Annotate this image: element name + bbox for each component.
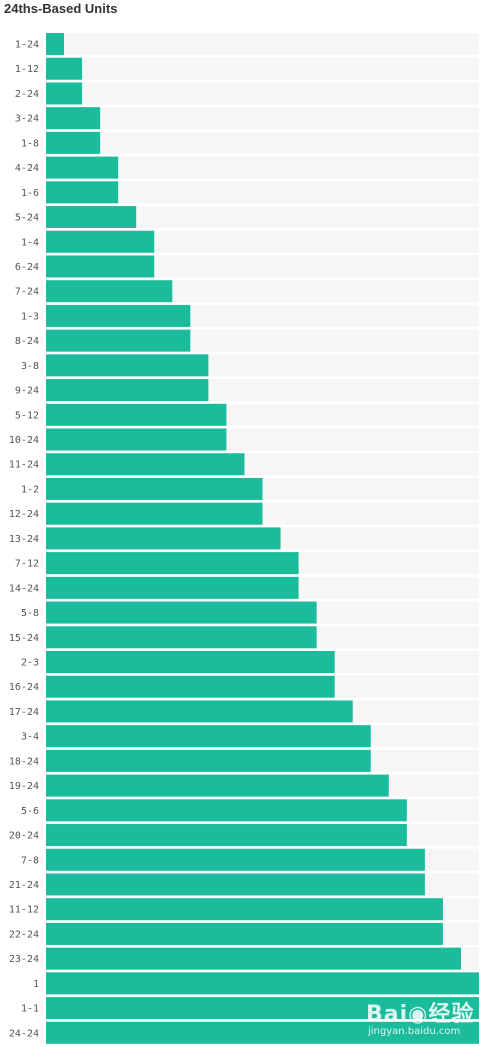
category-label: 7-12 xyxy=(15,559,39,570)
bar-5-12 xyxy=(46,403,227,426)
bar-3-8 xyxy=(46,354,209,377)
category-label: 4-24 xyxy=(15,163,39,174)
category-label: 1-2 xyxy=(21,484,39,495)
bar-4-24 xyxy=(46,156,119,179)
bar-track xyxy=(46,82,479,105)
bar-16-24 xyxy=(46,675,335,698)
bar-1-6 xyxy=(46,181,119,204)
category-label: 18-24 xyxy=(9,756,39,767)
category-label: 15-24 xyxy=(9,633,39,644)
bar-1-24 xyxy=(46,33,65,55)
bar-1-4 xyxy=(46,230,155,253)
bar-6-24 xyxy=(46,255,155,278)
category-label: 7-24 xyxy=(15,287,39,298)
category-label: 22-24 xyxy=(9,929,39,940)
category-label: 20-24 xyxy=(9,831,39,842)
category-label: 3-4 xyxy=(21,732,39,743)
bar-24-24 xyxy=(46,1021,479,1044)
category-label: 21-24 xyxy=(9,880,39,891)
category-label: 24-24 xyxy=(9,1028,39,1039)
bar-19-24 xyxy=(46,774,389,797)
bar-1-12 xyxy=(46,57,83,80)
bar-track xyxy=(46,181,479,204)
bar-7-24 xyxy=(46,280,173,303)
category-label: 5-8 xyxy=(21,608,39,619)
bar-track xyxy=(46,57,479,80)
bar-11-12 xyxy=(46,898,443,921)
category-label: 10-24 xyxy=(9,435,39,446)
bar-5-6 xyxy=(46,799,407,822)
category-label: 11-24 xyxy=(9,460,39,471)
category-label: 1-3 xyxy=(21,311,39,322)
category-label: 12-24 xyxy=(9,509,39,520)
category-label: 14-24 xyxy=(9,583,39,594)
category-label: 6-24 xyxy=(15,262,39,273)
bar-track xyxy=(46,33,479,55)
category-label: 1 xyxy=(33,979,39,990)
bar-22-24 xyxy=(46,922,443,945)
category-label: 1-6 xyxy=(21,188,39,199)
category-label: 9-24 xyxy=(15,386,39,397)
bar-20-24 xyxy=(46,824,407,847)
category-label: 13-24 xyxy=(9,534,39,545)
bar-18-24 xyxy=(46,749,371,772)
category-label: 11-12 xyxy=(9,905,39,916)
bar-21-24 xyxy=(46,873,425,896)
category-label: 1-1 xyxy=(21,1004,39,1015)
category-label: 8-24 xyxy=(15,336,39,347)
bar-10-24 xyxy=(46,428,227,451)
category-label: 1-12 xyxy=(15,64,39,75)
bar-1 xyxy=(46,972,479,995)
bar-23-24 xyxy=(46,947,461,970)
bar-1-1 xyxy=(46,997,479,1020)
bar-track xyxy=(46,107,479,130)
category-label: 1-8 xyxy=(21,138,39,149)
bar-3-24 xyxy=(46,107,101,130)
bar-12-24 xyxy=(46,502,263,525)
category-label: 5-12 xyxy=(15,410,39,421)
bar-1-2 xyxy=(46,477,263,500)
bar-2-3 xyxy=(46,651,335,673)
bar-7-8 xyxy=(46,848,425,871)
category-label: 23-24 xyxy=(9,954,39,965)
category-label: 3-24 xyxy=(15,114,39,125)
bar-3-4 xyxy=(46,725,371,748)
category-label: 3-8 xyxy=(21,361,39,372)
bar-track xyxy=(46,131,479,154)
bar-5-8 xyxy=(46,601,317,624)
category-label: 5-24 xyxy=(15,213,39,224)
category-label: 1-24 xyxy=(15,40,39,51)
bar-track xyxy=(46,156,479,179)
category-label: 19-24 xyxy=(9,781,39,792)
category-label: 7-8 xyxy=(21,855,39,866)
bar-13-24 xyxy=(46,527,281,550)
category-label: 2-24 xyxy=(15,89,39,100)
bar-2-24 xyxy=(46,82,83,105)
category-label: 5-6 xyxy=(21,806,39,817)
bar-14-24 xyxy=(46,576,299,599)
bar-15-24 xyxy=(46,626,317,649)
bar-7-12 xyxy=(46,552,299,575)
category-label: 1-4 xyxy=(21,237,39,248)
bar-1-3 xyxy=(46,304,191,327)
bar-1-8 xyxy=(46,131,101,154)
bar-track xyxy=(46,206,479,229)
chart-title: 24ths-Based Units xyxy=(4,1,118,16)
bar-8-24 xyxy=(46,329,191,352)
bar-9-24 xyxy=(46,379,209,402)
category-label: 2-3 xyxy=(21,658,39,669)
category-label: 17-24 xyxy=(9,707,39,718)
category-label: 16-24 xyxy=(9,682,39,693)
bar-11-24 xyxy=(46,453,245,476)
bar-17-24 xyxy=(46,700,353,723)
bar-5-24 xyxy=(46,206,137,229)
